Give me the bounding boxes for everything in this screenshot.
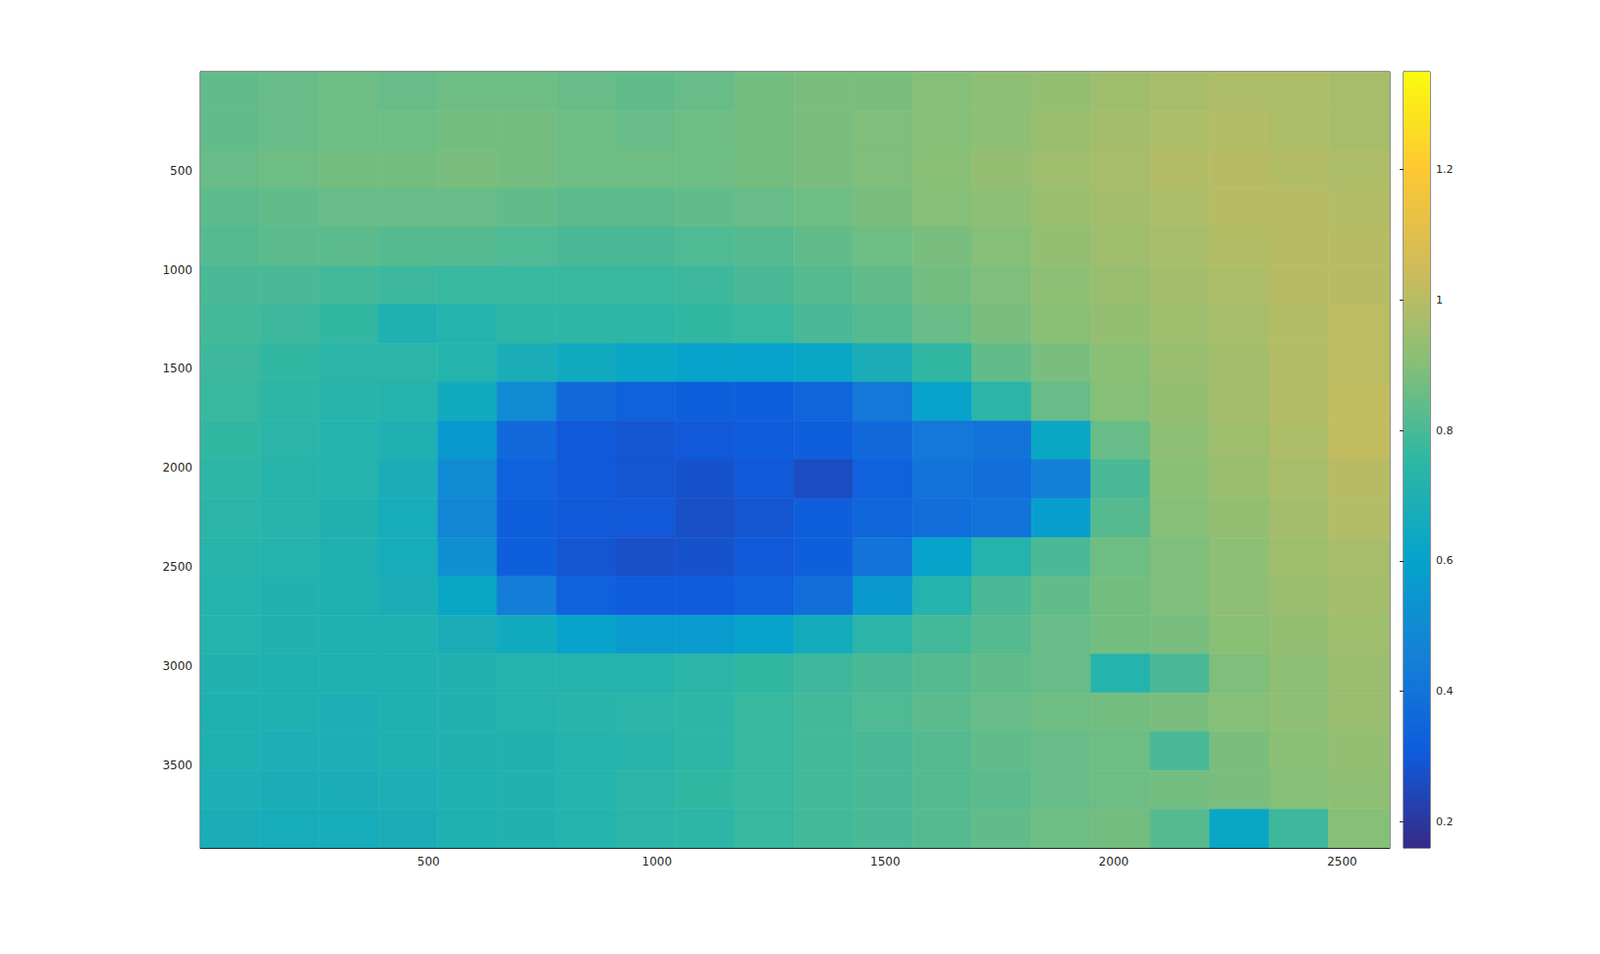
svg-text:3000: 3000 [162, 659, 193, 673]
svg-text:1500: 1500 [162, 361, 193, 376]
svg-text:2000: 2000 [162, 460, 193, 475]
svg-text:3500: 3500 [162, 758, 193, 773]
svg-text:0.6: 0.6 [1435, 553, 1454, 567]
svg-text:1: 1 [1435, 293, 1443, 307]
svg-text:1000: 1000 [642, 854, 673, 869]
svg-text:2500: 2500 [1326, 854, 1358, 869]
svg-text:0.2: 0.2 [1435, 815, 1454, 828]
svg-text:0.8: 0.8 [1435, 424, 1454, 438]
svg-text:2000: 2000 [1099, 854, 1130, 869]
svg-text:500: 500 [169, 164, 193, 178]
svg-text:2500: 2500 [162, 559, 193, 574]
svg-text:1.2: 1.2 [1435, 163, 1454, 176]
svg-text:500: 500 [417, 854, 441, 869]
svg-text:1000: 1000 [162, 263, 193, 277]
svg-text:1500: 1500 [870, 854, 901, 869]
svg-text:0.4: 0.4 [1435, 684, 1454, 698]
